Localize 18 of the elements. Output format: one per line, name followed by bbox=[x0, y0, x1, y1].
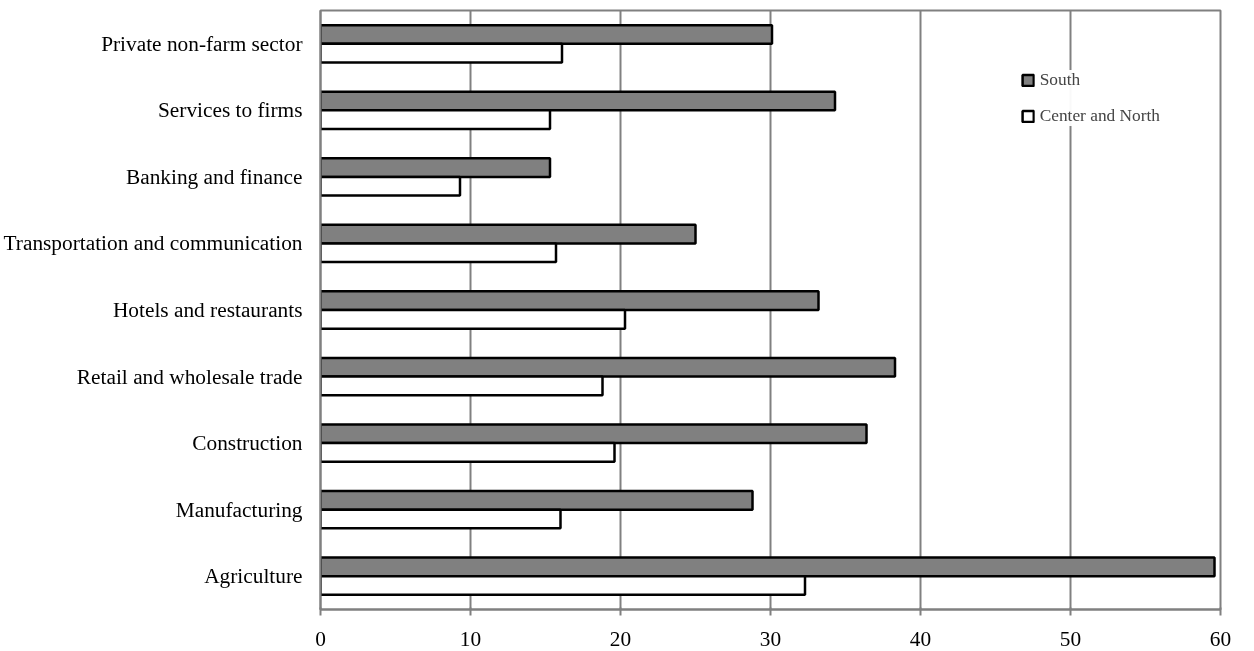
legend-label: South bbox=[1039, 70, 1081, 90]
x-tick-label: 20 bbox=[609, 626, 632, 651]
y-tick-label: Manufacturing bbox=[175, 497, 303, 522]
y-tick-label: Transportation and communication bbox=[3, 231, 303, 256]
y-tick-label: Agriculture bbox=[204, 564, 303, 589]
legend-label: Center and North bbox=[1039, 106, 1160, 126]
y-tick-label: Private non-farm sector bbox=[101, 31, 303, 56]
y-tick-label: Retail and wholesale trade bbox=[76, 364, 303, 389]
y-tick-label: Hotels and restaurants bbox=[112, 298, 303, 322]
x-tick-label: 40 bbox=[909, 626, 932, 651]
x-tick-label: 10 bbox=[459, 626, 482, 651]
y-tick-label: Banking and finance bbox=[126, 164, 303, 189]
x-tick-label: 0 bbox=[315, 626, 326, 651]
y-tick-label: Construction bbox=[192, 431, 303, 456]
x-tick-label: 50 bbox=[1059, 626, 1082, 651]
x-tick-label: 60 bbox=[1209, 626, 1232, 651]
y-tick-label: Services to firms bbox=[157, 98, 303, 123]
x-tick-label: 30 bbox=[759, 626, 782, 651]
